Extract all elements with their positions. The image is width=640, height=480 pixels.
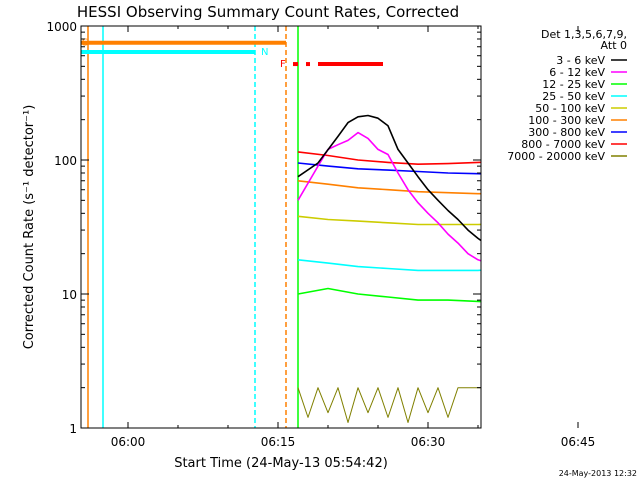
series-line-1 [297,131,481,262]
series-line-5 [297,180,481,195]
y-tick-label-2: 100 [54,154,77,168]
series-line-4 [297,215,481,226]
axes: 06:0006:1506:3006:4507:0007:1507:3011010… [46,20,596,449]
series-line-0 [297,114,481,242]
legend-label-8: 7000 - 20000 keV [507,150,605,163]
legend-label-6: 300 - 800 keV [528,126,605,139]
legend-label-1: 6 - 12 keV [549,66,605,79]
legend-label-2: 12 - 25 keV [542,78,605,91]
legend-header-line-2: Att 0 [601,39,627,52]
series-line-2 [297,287,481,303]
series-line-8 [297,387,481,423]
plot-frame [80,25,482,429]
timestamp: 24-May-2013 12:32 [559,469,637,478]
x-tick-label-1: 06:15 [261,435,296,449]
chart-title: HESSI Observing Summary Count Rates, Cor… [77,3,459,21]
y-tick-label-1: 10 [62,288,77,302]
legend-label-4: 50 - 100 keV [535,102,605,115]
legend-label-5: 100 - 300 keV [528,114,605,127]
y-axis-label: Corrected Count Rate (s⁻¹ detector⁻¹) [22,105,37,350]
legend-label-7: 800 - 7000 keV [521,138,605,151]
annotation-F: F [280,59,286,70]
legend-label-0: 3 - 6 keV [556,54,605,67]
x-axis-label: Start Time (24-May-13 05:54:42) [174,456,388,471]
annotation-N: N [261,47,268,58]
x-tick-label-0: 06:00 [111,435,146,449]
series-line-7 [297,151,481,165]
y-tick-label-0: 1 [69,422,77,436]
annotation-S: S [82,38,88,49]
legend-header-line-1: Det 1,3,5,6,7,9, [541,28,627,41]
legend-label-3: 25 - 50 keV [542,90,605,103]
y-tick-label-3: 1000 [46,20,77,34]
x-tick-label-2: 06:30 [411,435,446,449]
series-line-6 [297,162,481,175]
series-line-3 [297,259,481,272]
plot-area: S N F [81,26,481,428]
x-tick-label-3: 06:45 [561,435,596,449]
